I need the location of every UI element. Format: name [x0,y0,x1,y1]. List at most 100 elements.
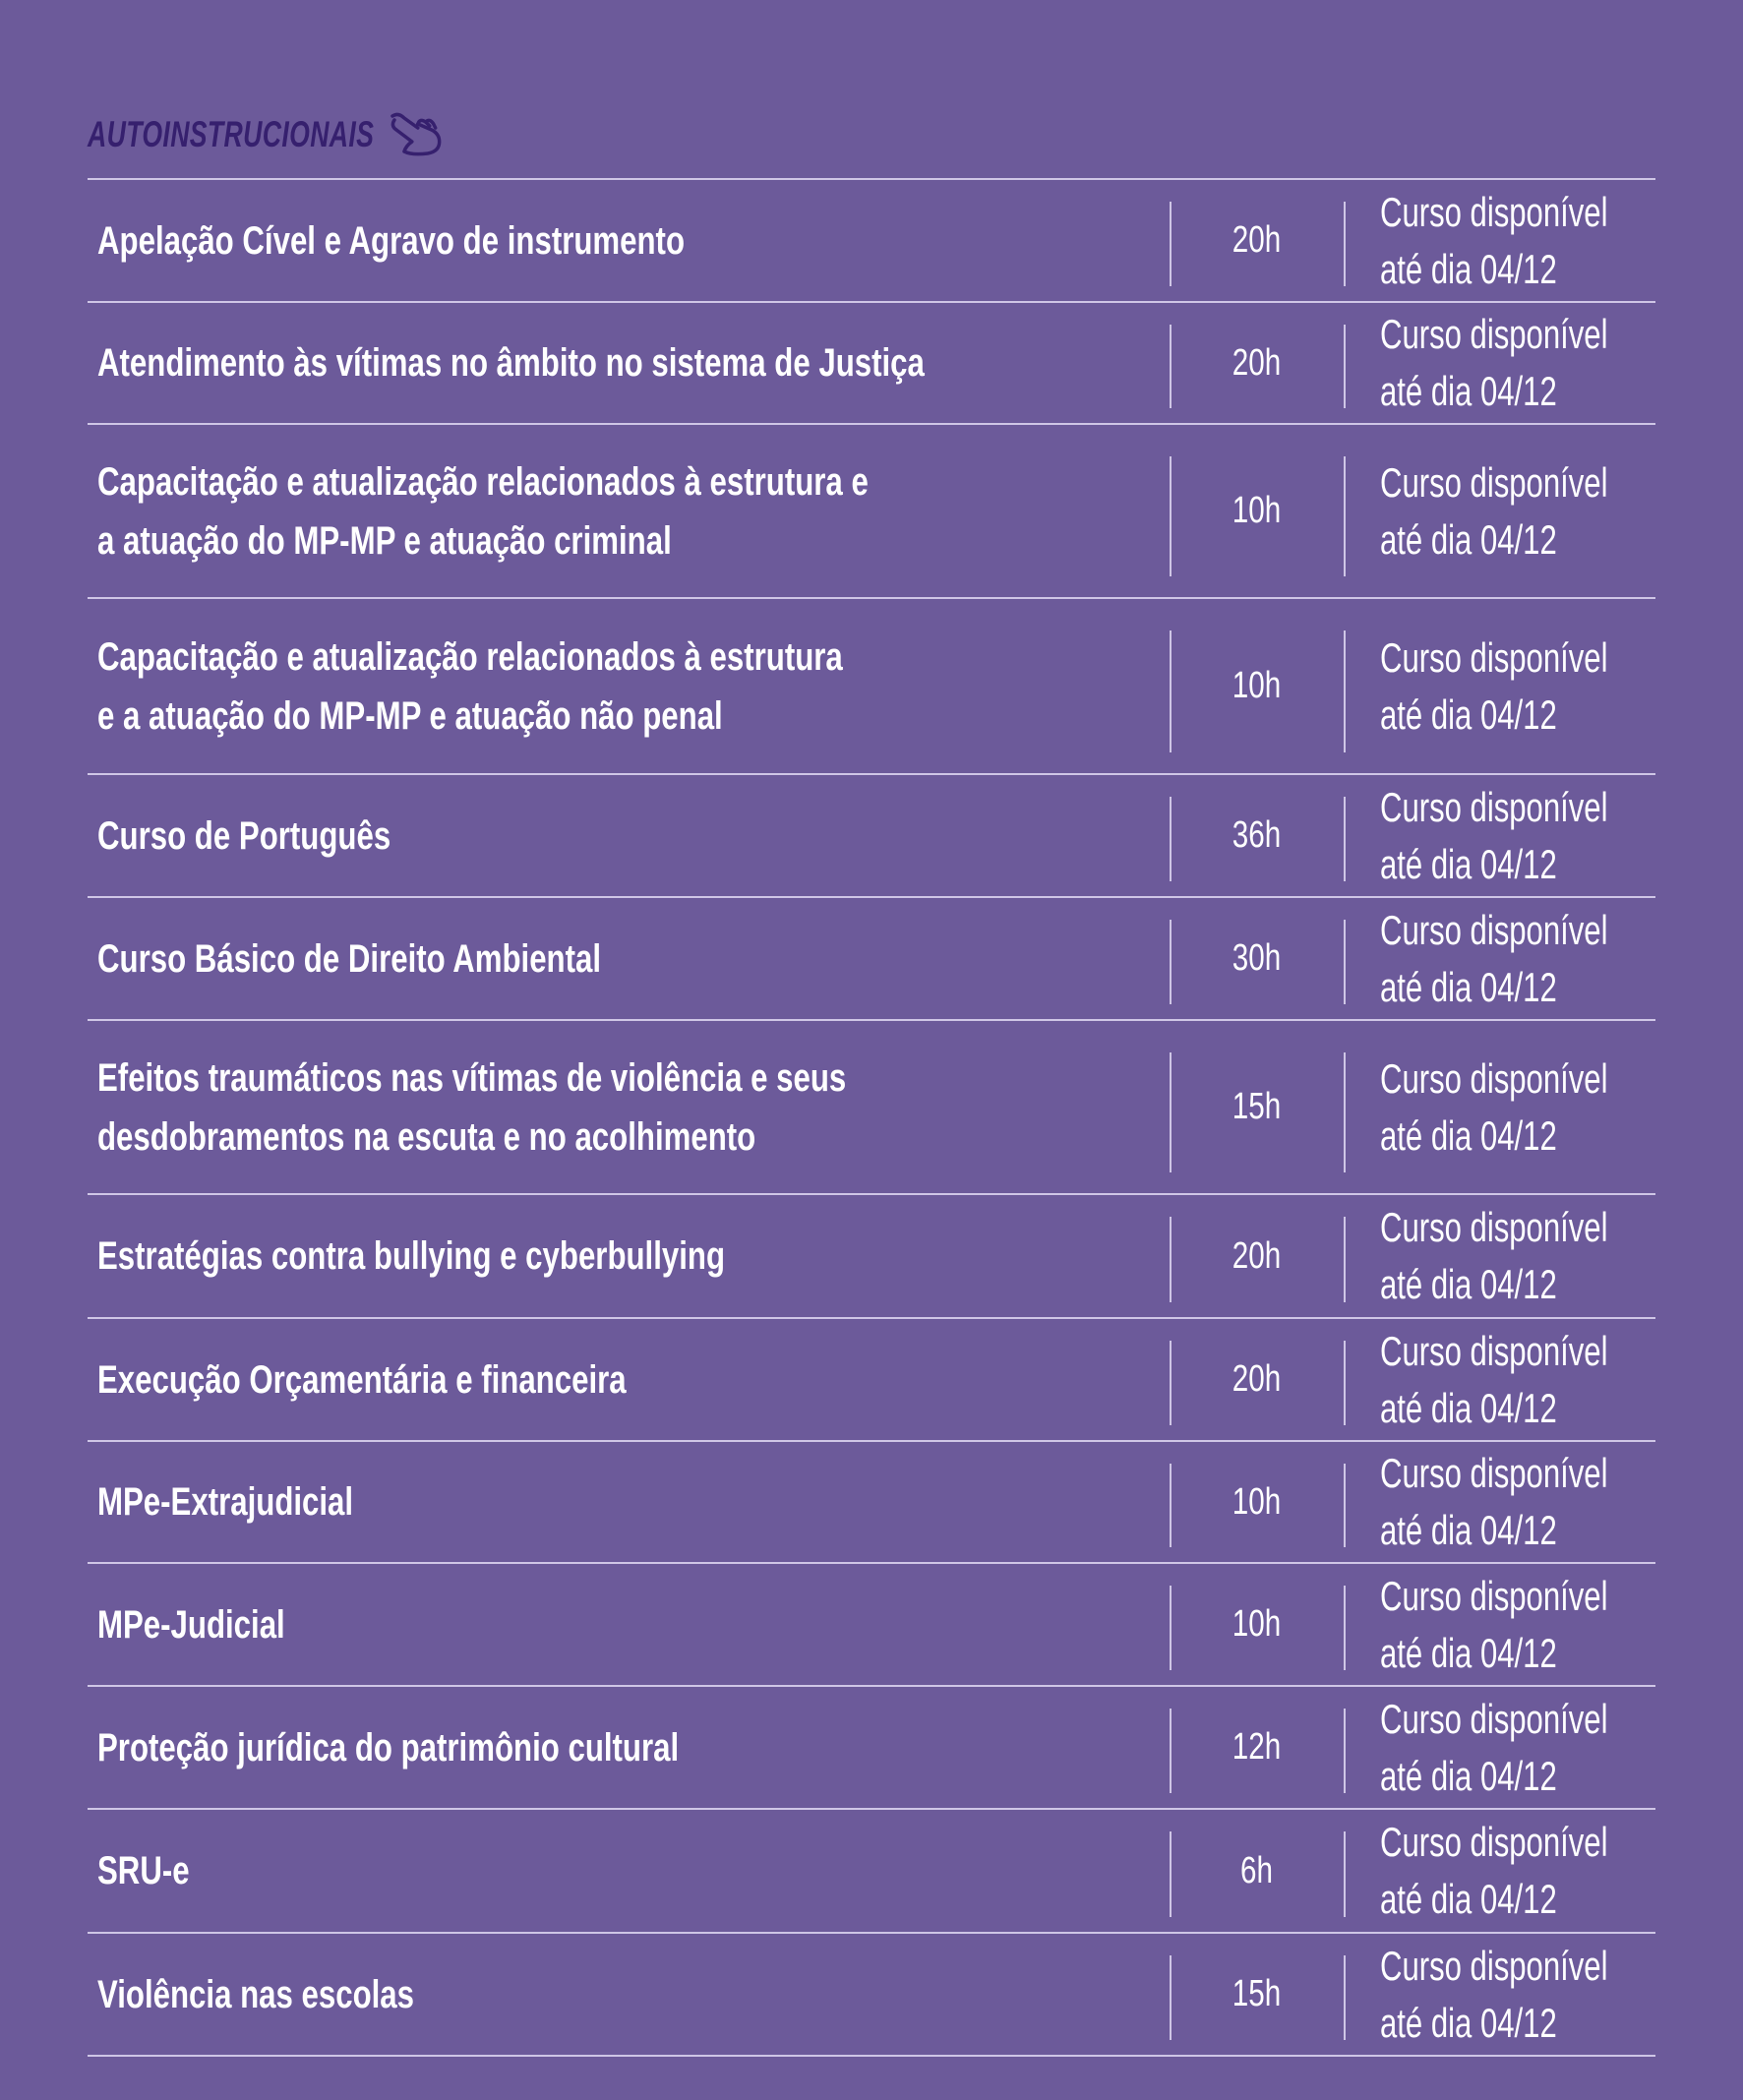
course-row[interactable]: Efeitos traumáticos nas vítimas de violê… [88,1021,1655,1195]
course-availability: Curso disponível até dia 04/12 [1380,1564,1607,1685]
availability-line1: Curso disponível [1380,1572,1608,1619]
column-divider [1344,1831,1346,1918]
column-divider [1170,324,1172,409]
course-row[interactable]: Violência nas escolas 15h Curso disponív… [88,1934,1655,2057]
course-availability: Curso disponível até dia 04/12 [1380,1319,1607,1440]
course-availability: Curso disponível até dia 04/12 [1380,599,1607,773]
course-title: Estratégias contra bullying e cyberbully… [97,1234,726,1278]
availability-line2: até dia 04/12 [1380,515,1557,563]
course-availability: Curso disponível até dia 04/12 [1380,1442,1607,1562]
availability-line2: até dia 04/12 [1380,1261,1557,1307]
course-availability: Curso disponível até dia 04/12 [1380,1934,1607,2055]
column-divider [1170,1217,1172,1303]
availability-line2: até dia 04/12 [1380,1384,1557,1431]
column-divider [1344,1586,1346,1671]
availability-line1: Curso disponível [1380,1819,1608,1865]
course-hours: 10h [1232,665,1282,706]
column-divider [1344,1463,1346,1548]
course-row[interactable]: Apelação Cível e Agravo de instrumento 2… [88,180,1655,303]
course-title: Curso de Português [97,813,391,858]
column-divider [1344,202,1346,287]
column-divider [1170,797,1172,882]
pointing-hand-icon [390,112,442,156]
column-divider [1344,455,1346,576]
course-row[interactable]: Estratégias contra bullying e cyberbully… [88,1195,1655,1319]
course-hours: 15h [1232,1086,1282,1127]
course-availability: Curso disponível até dia 04/12 [1380,1195,1607,1317]
course-availability: Curso disponível até dia 04/12 [1380,898,1607,1019]
course-hours: 20h [1232,341,1282,384]
section-heading: AUTOINSTRUCIONAIS [88,110,442,159]
column-divider [1170,1586,1172,1671]
course-title: MPe-Extrajudicial [97,1480,354,1524]
course-row[interactable]: Execução Orçamentária e financeira 20h C… [88,1319,1655,1442]
availability-line2: até dia 04/12 [1380,963,1557,1010]
course-title: Efeitos traumáticos nas vítimas de violê… [97,1055,847,1159]
course-availability: Curso disponível até dia 04/12 [1380,775,1607,896]
availability-line2: até dia 04/12 [1380,840,1557,887]
course-row[interactable]: Curso Básico de Direito Ambiental 30h Cu… [88,898,1655,1021]
column-divider [1344,1051,1346,1172]
course-hours: 30h [1232,937,1282,979]
availability-line1: Curso disponível [1380,311,1608,357]
availability-line2: até dia 04/12 [1380,1752,1557,1799]
course-availability: Curso disponível até dia 04/12 [1380,1687,1607,1808]
course-title: Violência nas escolas [97,1972,415,2016]
course-row[interactable]: Capacitação e atualização relacionados à… [88,425,1655,599]
course-title: Capacitação e atualização relacionados à… [97,634,843,738]
availability-line1: Curso disponível [1380,783,1608,830]
column-divider [1344,1709,1346,1794]
column-divider [1344,1217,1346,1303]
course-row[interactable]: MPe-Extrajudicial 10h Curso disponível a… [88,1442,1655,1564]
course-hours: 20h [1232,1358,1282,1400]
column-divider [1170,1955,1172,2041]
course-hours: 20h [1232,1234,1282,1277]
column-divider [1344,630,1346,752]
column-divider [1170,1463,1172,1548]
course-title: Apelação Cível e Agravo de instrumento [97,218,686,263]
course-hours: 10h [1232,490,1282,531]
course-title: Capacitação e atualização relacionados à… [97,459,869,563]
availability-line1: Curso disponível [1380,188,1608,235]
column-divider [1170,1051,1172,1172]
course-row[interactable]: MPe-Judicial 10h Curso disponível até di… [88,1564,1655,1687]
course-title: Atendimento às vítimas no âmbito no sist… [97,341,925,385]
column-divider [1170,1831,1172,1918]
availability-line2: até dia 04/12 [1380,1507,1557,1553]
course-row[interactable]: Curso de Português 36h Curso disponível … [88,775,1655,898]
availability-line1: Curso disponível [1380,1054,1608,1102]
course-availability: Curso disponível até dia 04/12 [1380,1021,1607,1193]
course-availability: Curso disponível até dia 04/12 [1380,425,1607,597]
course-row[interactable]: SRU-e 6h Curso disponível até dia 04/12 [88,1810,1655,1934]
course-title: Execução Orçamentária e financeira [97,1357,627,1402]
availability-line2: até dia 04/12 [1380,368,1557,414]
course-title: SRU-e [97,1849,190,1892]
course-row[interactable]: Proteção jurídica do patrimônio cultural… [88,1687,1655,1810]
column-divider [1344,920,1346,1005]
course-availability: Curso disponível até dia 04/12 [1380,303,1607,423]
column-divider [1344,1955,1346,2041]
availability-line1: Curso disponível [1380,1204,1608,1250]
course-hours: 36h [1232,814,1282,856]
availability-line1: Curso disponível [1380,906,1608,953]
availability-line1: Curso disponível [1380,458,1608,506]
course-title: Curso Básico de Direito Ambiental [97,936,602,981]
course-title: MPe-Judicial [97,1602,285,1647]
availability-line1: Curso disponível [1380,633,1608,681]
availability-line2: até dia 04/12 [1380,690,1557,738]
course-row[interactable]: Capacitação e atualização relacionados à… [88,599,1655,775]
course-hours: 12h [1232,1726,1282,1768]
availability-line1: Curso disponível [1380,1327,1608,1374]
course-row[interactable]: Atendimento às vítimas no âmbito no sist… [88,303,1655,425]
column-divider [1344,797,1346,882]
availability-line2: até dia 04/12 [1380,1999,1557,2046]
course-title: Proteção jurídica do patrimônio cultural [97,1725,680,1770]
column-divider [1170,1341,1172,1426]
column-divider [1170,630,1172,752]
column-divider [1170,455,1172,576]
column-divider [1170,202,1172,287]
section-title: AUTOINSTRUCIONAIS [88,114,375,154]
availability-line2: até dia 04/12 [1380,1876,1557,1922]
availability-line1: Curso disponível [1380,1695,1608,1742]
course-hours: 15h [1232,1973,1282,2014]
